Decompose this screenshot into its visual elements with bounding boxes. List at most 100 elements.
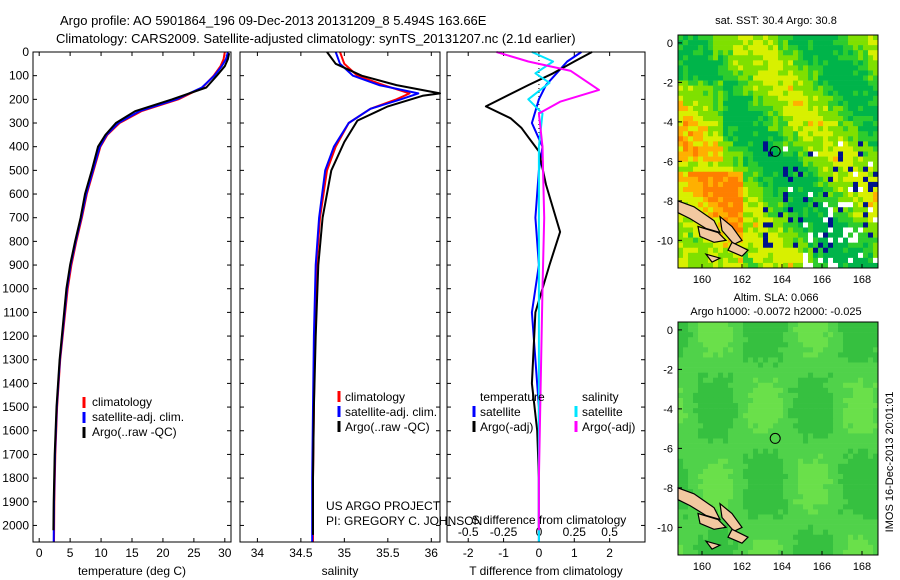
sla-cell	[723, 448, 729, 454]
sst-cell	[778, 166, 784, 173]
sst-cell	[758, 186, 764, 193]
sla-cell	[828, 473, 834, 480]
sst-cell	[858, 237, 864, 243]
sst-cell	[803, 257, 809, 264]
sst-cell	[708, 100, 714, 107]
sst-cell	[778, 55, 784, 61]
sst-cell	[823, 65, 829, 71]
sst-cell	[768, 126, 774, 132]
sst-cell	[688, 181, 694, 188]
sst-cell	[798, 65, 804, 71]
sst-cell	[813, 70, 819, 76]
sst-cell	[823, 121, 829, 127]
sla-cell	[678, 509, 684, 515]
sla-cell	[728, 413, 734, 419]
sla-cell	[828, 438, 834, 444]
sst-cell	[743, 85, 749, 92]
sla-cell	[813, 504, 819, 510]
sst-cell	[743, 95, 749, 102]
sst-cell	[703, 90, 709, 97]
sst-cell	[758, 55, 764, 61]
sla-cell	[703, 489, 709, 495]
sla-cell	[828, 529, 834, 536]
sst-cell	[788, 126, 794, 132]
sst-cell	[833, 156, 839, 162]
sst-cell	[723, 262, 729, 269]
sst-cell	[743, 197, 749, 203]
temperature-xtick-label: 15	[125, 546, 139, 560]
sla-cell	[683, 397, 689, 404]
sst-cell	[813, 85, 819, 92]
sst-cell	[833, 121, 839, 127]
sst-cell	[828, 257, 834, 264]
sla-cell	[803, 332, 809, 338]
sla-cell	[743, 519, 749, 525]
sst-cell	[778, 232, 784, 238]
sla-cell	[778, 327, 784, 333]
sst-cell	[703, 95, 709, 102]
sst-cell	[798, 60, 804, 66]
sst-cell	[763, 80, 769, 86]
sla-cell	[853, 423, 859, 429]
sla-cell	[828, 443, 834, 449]
sst-cell	[748, 65, 754, 71]
sla-cell	[718, 397, 724, 404]
sla-cell	[818, 428, 824, 434]
sst-cell	[703, 161, 709, 167]
sst-cell	[698, 262, 704, 269]
sla-cell	[698, 433, 704, 439]
sst-cell	[778, 65, 784, 71]
sst-cell	[848, 136, 854, 142]
sst-cell	[853, 192, 859, 198]
sst-cell	[838, 136, 844, 142]
sst-cell	[763, 252, 769, 259]
sla-cell	[698, 377, 704, 384]
sla-cell	[823, 418, 829, 424]
sla-cell	[853, 392, 859, 399]
sla-cell	[843, 403, 849, 409]
sla-map-land	[677, 432, 781, 550]
sla-cell	[823, 509, 829, 515]
sla-cell	[748, 443, 754, 449]
sla-cell	[868, 362, 874, 368]
sla-cell	[748, 397, 754, 404]
sla-cell	[873, 529, 879, 536]
sst-cell	[788, 70, 794, 76]
sst-cell	[843, 146, 849, 152]
sla-cell	[773, 387, 779, 394]
sst-cell	[778, 257, 784, 264]
sst-cell	[758, 40, 764, 46]
sst-cell	[763, 85, 769, 92]
sst-cell	[743, 105, 749, 112]
sst-cell	[808, 85, 814, 92]
sst-cell	[728, 151, 734, 157]
sst-cell	[848, 100, 854, 107]
sst-cell	[728, 181, 734, 188]
sla-cell	[838, 549, 844, 556]
sst-cell	[853, 207, 859, 213]
sst-cell	[678, 232, 684, 238]
sst-cell	[763, 222, 769, 228]
sla-cell	[688, 372, 694, 379]
sla-cell	[728, 352, 734, 358]
sst-cell	[818, 35, 824, 41]
sla-cell	[848, 544, 854, 551]
sst-cell	[733, 217, 739, 223]
sst-cell	[743, 257, 749, 264]
sst-cell	[798, 222, 804, 228]
sla-cell	[803, 463, 809, 470]
sla-cell	[698, 494, 704, 500]
sla-cell	[823, 443, 829, 449]
sst-cell	[868, 171, 874, 178]
sst-cell	[738, 176, 744, 183]
sst-cell	[803, 35, 809, 41]
sst-cell	[768, 202, 774, 208]
sla-cell	[808, 418, 814, 424]
sla-cell	[808, 443, 814, 449]
sst-cell	[763, 192, 769, 198]
sst-cell	[873, 192, 879, 198]
sla-cell	[758, 539, 764, 546]
sla-cell	[748, 377, 754, 384]
sst-cell	[733, 186, 739, 193]
sla-cell	[723, 494, 729, 500]
